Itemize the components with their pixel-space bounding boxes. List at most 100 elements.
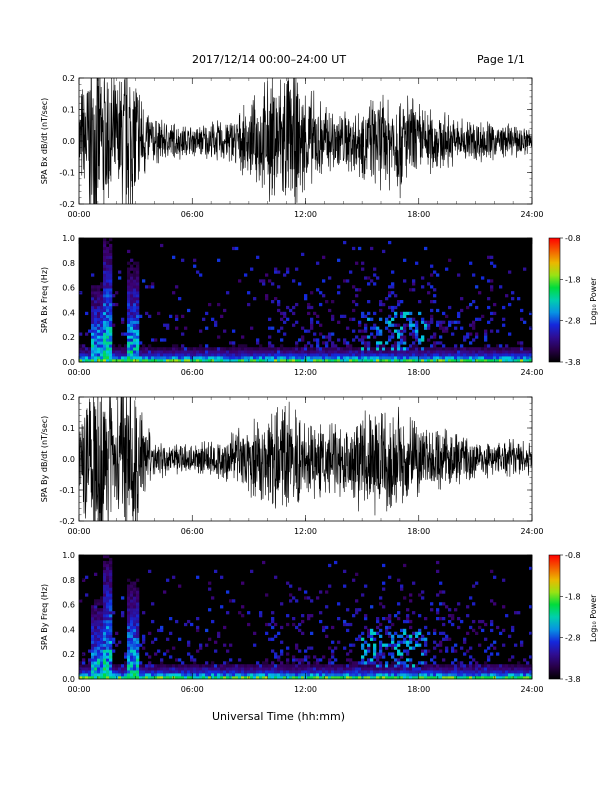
y-axis-label: SPA Bx dB/dt (nT/sec) bbox=[40, 98, 49, 185]
heatmap-cell bbox=[130, 611, 134, 615]
heatmap-cell bbox=[286, 622, 290, 627]
heatmap-cell bbox=[130, 667, 134, 671]
heatmap-cell bbox=[295, 356, 299, 360]
heatmap-cell bbox=[103, 341, 107, 345]
heatmap-cell bbox=[130, 605, 134, 609]
heatmap-cell bbox=[367, 356, 371, 360]
heatmap-cell bbox=[106, 300, 110, 304]
heatmap-cell bbox=[103, 282, 107, 286]
heatmap-cell bbox=[136, 658, 140, 662]
heatmap-cell bbox=[490, 652, 494, 656]
heatmap-cell bbox=[466, 332, 470, 336]
heatmap-cell bbox=[214, 350, 218, 354]
heatmap-cell bbox=[199, 673, 203, 677]
heatmap-cell bbox=[115, 643, 119, 647]
heatmap-cell bbox=[196, 670, 200, 674]
heatmap-cell bbox=[490, 670, 494, 674]
heatmap-cell bbox=[316, 320, 320, 324]
heatmap-cell bbox=[508, 670, 512, 674]
heatmap-cell bbox=[289, 676, 293, 680]
heatmap-cell bbox=[523, 320, 527, 324]
heatmap-cell bbox=[355, 302, 359, 307]
heatmap-cell bbox=[133, 655, 137, 659]
heatmap-cell bbox=[499, 667, 503, 671]
heatmap-cell bbox=[106, 344, 110, 348]
heatmap-cell bbox=[310, 320, 314, 324]
heatmap-cell bbox=[280, 353, 284, 357]
heatmap-cell bbox=[430, 658, 434, 662]
heatmap-cell bbox=[358, 661, 362, 665]
heatmap-cell bbox=[427, 291, 431, 295]
heatmap-cell bbox=[400, 673, 404, 677]
heatmap-cell bbox=[91, 676, 95, 680]
panel-3: 0.20.10.0-0.1-0.200:00 06:00 12:00 18:00 24:… bbox=[40, 393, 544, 536]
heatmap-cell bbox=[352, 317, 356, 321]
heatmap-cell bbox=[274, 575, 278, 579]
heatmap-cell bbox=[106, 575, 110, 579]
heatmap-cell bbox=[304, 664, 308, 668]
heatmap-cell bbox=[106, 285, 110, 289]
heatmap-cell bbox=[91, 667, 95, 671]
heatmap-cell bbox=[148, 356, 152, 360]
heatmap-cell bbox=[376, 655, 380, 659]
heatmap-cell bbox=[265, 350, 269, 354]
heatmap-cell bbox=[109, 596, 113, 600]
heatmap-cell bbox=[319, 359, 323, 363]
heatmap-cell bbox=[106, 555, 110, 559]
heatmap-cell bbox=[286, 350, 290, 354]
heatmap-cell bbox=[97, 353, 101, 357]
heatmap-cell bbox=[439, 347, 443, 351]
heatmap-cell bbox=[466, 676, 470, 680]
heatmap-cell bbox=[136, 323, 140, 327]
heatmap-cell bbox=[103, 308, 107, 313]
heatmap-cell bbox=[211, 670, 215, 674]
heatmap-cell bbox=[115, 670, 119, 674]
heatmap-cell bbox=[469, 359, 473, 363]
heatmap-cell bbox=[442, 664, 446, 668]
heatmap-cell bbox=[247, 347, 251, 351]
heatmap-cell bbox=[322, 667, 326, 671]
heatmap-cell bbox=[100, 676, 104, 680]
heatmap-cell bbox=[298, 353, 302, 357]
heatmap-cell bbox=[127, 590, 131, 594]
heatmap-cell bbox=[457, 350, 461, 354]
heatmap-cell bbox=[163, 667, 167, 671]
heatmap-cell bbox=[79, 291, 83, 295]
heatmap-cell bbox=[109, 238, 113, 242]
heatmap-cell bbox=[475, 676, 479, 680]
heatmap-cell bbox=[346, 628, 350, 633]
heatmap-cell bbox=[97, 291, 101, 295]
heatmap-cell bbox=[307, 673, 311, 677]
heatmap-cell bbox=[529, 631, 533, 636]
heatmap-cell bbox=[157, 670, 161, 674]
heatmap-cell bbox=[148, 359, 152, 363]
heatmap-cell bbox=[403, 350, 407, 354]
heatmap-cell bbox=[223, 643, 227, 647]
heatmap-cell bbox=[130, 332, 134, 336]
heatmap-cell bbox=[433, 300, 437, 304]
heatmap-cell bbox=[256, 359, 260, 363]
heatmap-cell bbox=[511, 676, 515, 680]
heatmap-cell bbox=[385, 646, 389, 650]
heatmap-cell bbox=[415, 634, 419, 638]
heatmap-cell bbox=[277, 667, 281, 671]
heatmap-cell bbox=[340, 664, 344, 668]
heatmap-cell bbox=[427, 667, 431, 671]
heatmap-cell bbox=[463, 350, 467, 354]
heatmap-cell bbox=[97, 646, 101, 650]
heatmap-cell bbox=[373, 353, 377, 357]
heatmap-cell bbox=[154, 670, 158, 674]
heatmap-cell bbox=[526, 347, 530, 351]
heatmap-cell bbox=[391, 637, 395, 641]
heatmap-cell bbox=[502, 317, 506, 321]
heatmap-cell bbox=[238, 664, 242, 668]
heatmap-cell bbox=[412, 332, 416, 336]
heatmap-cell bbox=[127, 359, 131, 363]
heatmap-cell bbox=[523, 673, 527, 677]
heatmap-cell bbox=[409, 661, 413, 665]
heatmap-cell bbox=[391, 655, 395, 659]
heatmap-cell bbox=[322, 676, 326, 680]
heatmap-cell bbox=[100, 619, 104, 624]
heatmap-cell bbox=[400, 329, 404, 333]
heatmap-cell bbox=[241, 347, 245, 351]
